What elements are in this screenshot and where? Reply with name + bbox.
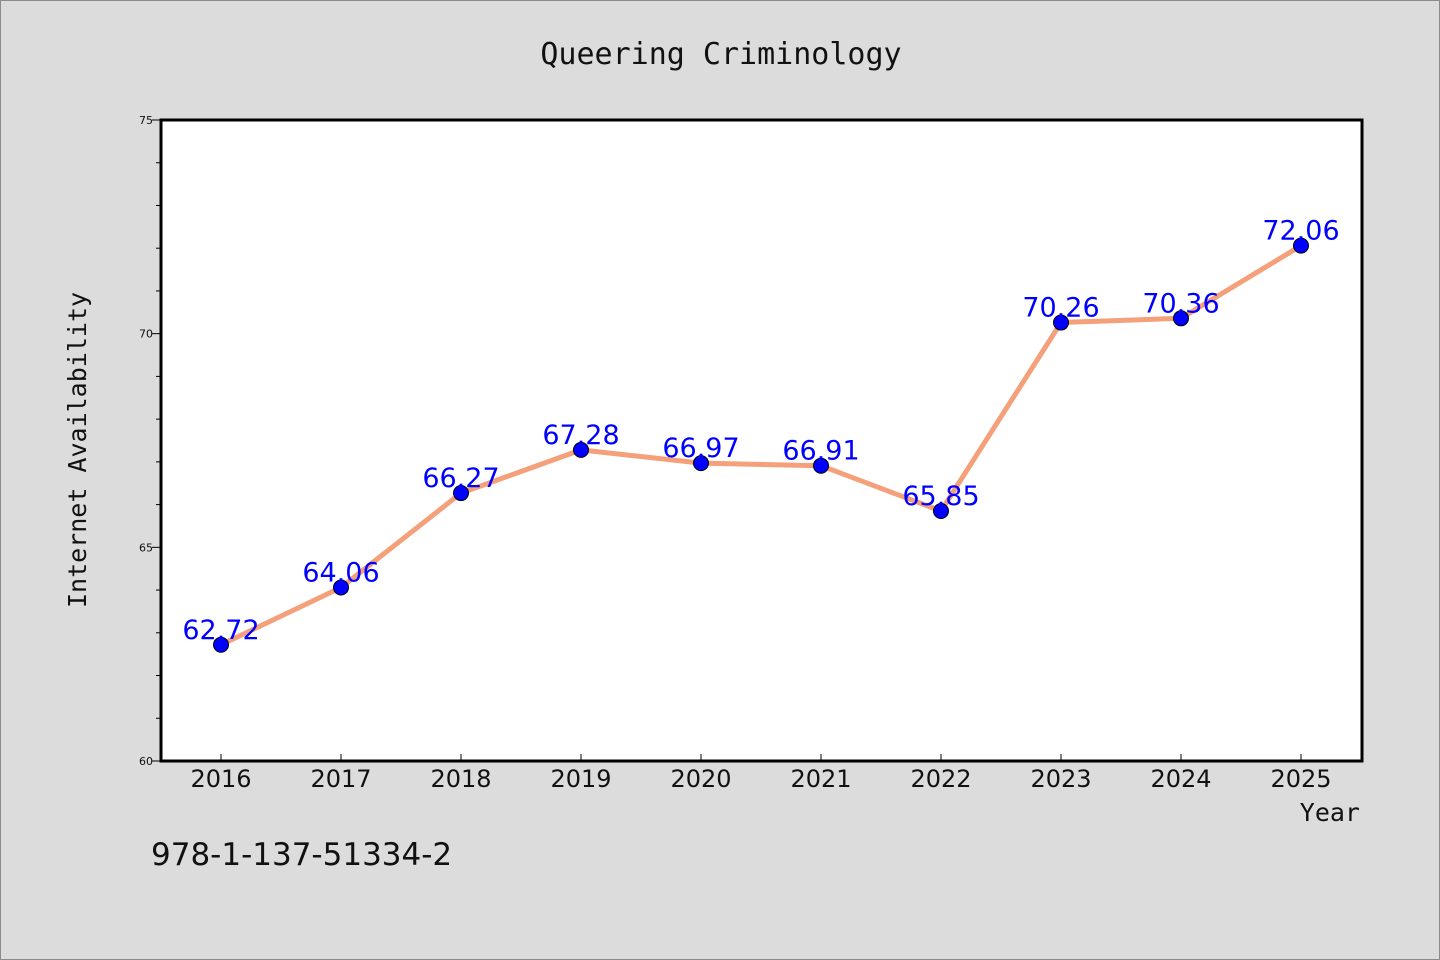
y-axis: 60 65 70 75: [139, 114, 161, 768]
y-tick-label: 70: [139, 328, 153, 341]
x-tick-label: 2021: [790, 765, 851, 793]
data-point: [213, 636, 229, 653]
data-point: [933, 503, 949, 520]
y-tick-label: 75: [139, 114, 153, 127]
chart-title: Queering Criminology: [540, 37, 901, 72]
plot-area: [159, 118, 1364, 763]
data-label: 72.06: [1262, 216, 1339, 247]
x-tick-label: 2018: [430, 765, 491, 793]
x-axis-label: Year: [1300, 798, 1360, 827]
data-label: 70.26: [1022, 293, 1099, 324]
series-line: [218, 243, 1304, 648]
data-point: [813, 457, 829, 474]
data-label: 66.91: [782, 436, 859, 467]
isbn-footnote: 978-1-137-51334-2: [151, 837, 452, 873]
x-tick-label: 2020: [670, 765, 731, 793]
data-label: 67.28: [542, 420, 619, 451]
data-label: 62.72: [182, 615, 259, 646]
data-point: [1293, 237, 1309, 254]
data-label: 65.85: [902, 481, 979, 512]
data-point: [333, 579, 349, 596]
x-tick-label: 2022: [910, 765, 971, 793]
data-point: [693, 455, 709, 472]
data-point: [453, 485, 469, 502]
data-label: 70.36: [1142, 288, 1219, 319]
y-tick-label: 60: [139, 755, 153, 768]
series-internet-availability: 62.72 64.06 66.27 67.28 66.97 66.91 65.85 70.26…: [182, 216, 1340, 653]
data-point: [573, 441, 589, 458]
x-tick-label: 2019: [550, 765, 611, 793]
data-label: 64.06: [302, 558, 379, 589]
x-tick-label: 2023: [1030, 765, 1091, 793]
x-tick-label: 2025: [1270, 765, 1331, 793]
y-axis-label: Internet Availability: [63, 292, 92, 608]
x-tick-label: 2016: [190, 765, 251, 793]
y-tick-label: 65: [139, 541, 153, 554]
x-tick-label: 2024: [1150, 765, 1211, 793]
x-tick-label: 2017: [310, 765, 371, 793]
data-label: 66.97: [662, 433, 739, 464]
x-axis: 2016 2017 2018 2019 2020 2021 2022 2023 2024 2025: [190, 754, 1332, 793]
data-point: [1053, 314, 1069, 331]
data-point: [1173, 310, 1189, 327]
data-label: 66.27: [422, 463, 499, 494]
